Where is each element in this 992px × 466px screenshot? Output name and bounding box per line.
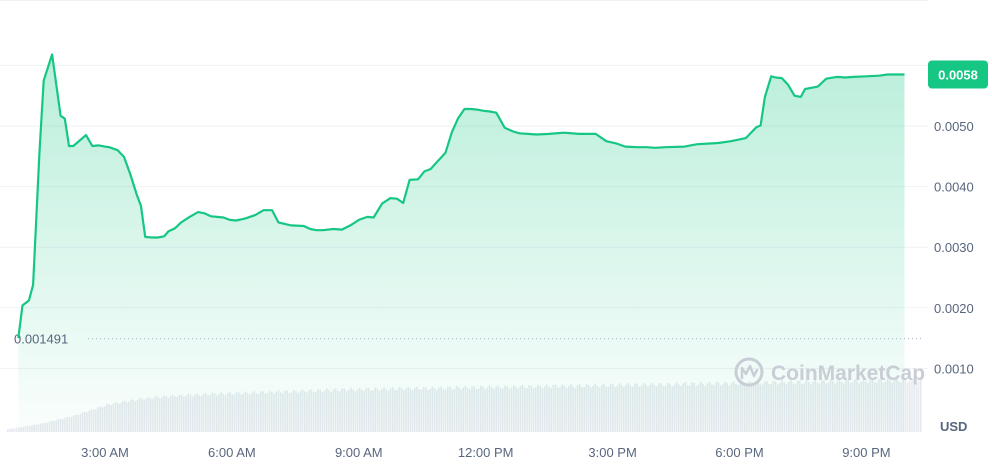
- x-tick-label: 6:00 AM: [208, 445, 256, 460]
- volume-bar: [9, 428, 11, 432]
- volume-bar: [13, 428, 16, 432]
- currency-label: USD: [940, 419, 967, 434]
- x-tick-label: 6:00 PM: [715, 445, 763, 460]
- current-price-badge-bg: [928, 60, 988, 89]
- watermark-text: CoinMarketCap: [771, 362, 925, 385]
- opening-price-label: 0.001491: [14, 332, 68, 347]
- volume-bar: [906, 382, 909, 432]
- x-tick-label: 3:00 PM: [588, 445, 636, 460]
- y-tick-label: 0.0050: [934, 119, 974, 134]
- volume-bar: [913, 379, 915, 432]
- x-axis: 3:00 AM 6:00 AM 9:00 AM 12:00 PM 3:00 PM 6:00…: [81, 445, 890, 460]
- price-series-line: [17, 53, 905, 339]
- y-tick-label: 0.0040: [934, 180, 974, 195]
- volume-bar: [911, 378, 913, 432]
- price-area-fill: [18, 54, 905, 432]
- volume-bar: [917, 380, 920, 432]
- x-tick-label: 9:00 AM: [335, 445, 383, 460]
- x-tick-label: 12:00 PM: [458, 445, 514, 460]
- volume-bar: [909, 381, 911, 432]
- price-area: [18, 54, 905, 432]
- watermark: CoinMarketCap: [734, 357, 925, 387]
- volume-bar: [904, 379, 907, 432]
- y-tick-label: 0.0020: [934, 301, 974, 316]
- volume-bar: [11, 428, 13, 432]
- price-line: [17, 53, 905, 339]
- volume-bar: [7, 429, 9, 432]
- y-tick-label: 0.0030: [934, 240, 974, 255]
- x-tick-label: 9:00 PM: [842, 445, 890, 460]
- x-tick-label: 3:00 AM: [81, 445, 129, 460]
- coinmarketcap-logo-icon: [734, 357, 764, 387]
- volume-bar: [15, 427, 18, 432]
- y-tick-label: 0.0010: [934, 361, 974, 376]
- current-price-value: 0.0058: [938, 67, 978, 82]
- volume-bar: [915, 382, 918, 432]
- volume-bar: [920, 378, 922, 432]
- y-axis: 0.0010 0.0020 0.0030 0.0040 0.0050: [934, 119, 974, 376]
- current-price-badge: 0.0058: [928, 60, 988, 89]
